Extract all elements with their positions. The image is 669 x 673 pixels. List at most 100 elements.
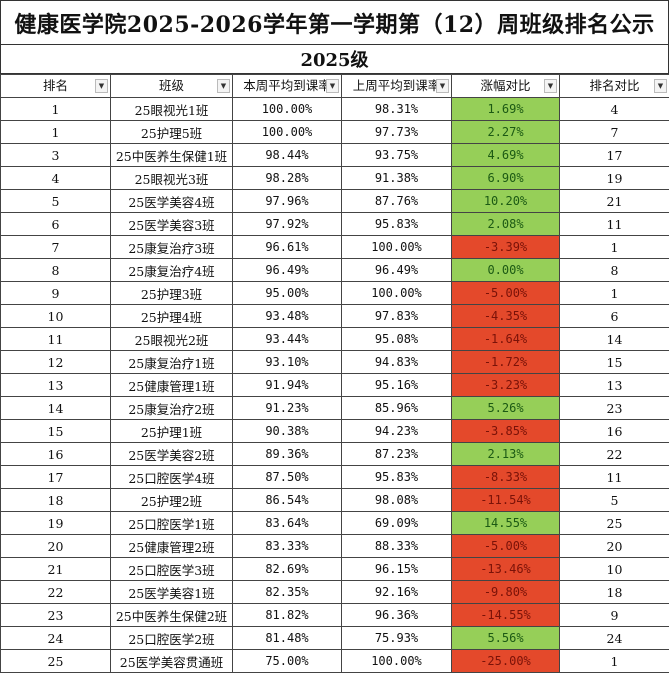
last-week-rate-cell[interactable]: 87.23% <box>342 443 452 466</box>
this-week-rate-cell[interactable]: 93.10% <box>233 351 342 374</box>
class-cell[interactable]: 25口腔医学4班 <box>111 466 233 489</box>
class-cell[interactable]: 25护理5班 <box>111 121 233 144</box>
filter-dropdown-icon[interactable]: ▼ <box>217 79 230 93</box>
change-cell[interactable]: 14.55% <box>452 512 560 535</box>
rank-cell[interactable]: 24 <box>1 627 111 650</box>
rank-cell[interactable]: 10 <box>1 305 111 328</box>
prev-rank-cell[interactable]: 5 <box>560 489 669 512</box>
class-cell[interactable]: 25医学美容4班 <box>111 190 233 213</box>
prev-rank-cell[interactable]: 7 <box>560 121 669 144</box>
change-cell[interactable]: -1.72% <box>452 351 560 374</box>
last-week-rate-cell[interactable]: 97.83% <box>342 305 452 328</box>
this-week-rate-cell[interactable]: 87.50% <box>233 466 342 489</box>
this-week-rate-cell[interactable]: 96.61% <box>233 236 342 259</box>
last-week-rate-cell[interactable]: 95.16% <box>342 374 452 397</box>
prev-rank-cell[interactable]: 10 <box>560 558 669 581</box>
class-cell[interactable]: 25眼视光2班 <box>111 328 233 351</box>
this-week-rate-cell[interactable]: 81.82% <box>233 604 342 627</box>
prev-rank-cell[interactable]: 6 <box>560 305 669 328</box>
this-week-rate-cell[interactable]: 98.28% <box>233 167 342 190</box>
filter-dropdown-icon[interactable]: ▼ <box>654 79 667 93</box>
class-cell[interactable]: 25口腔医学1班 <box>111 512 233 535</box>
prev-rank-cell[interactable]: 14 <box>560 328 669 351</box>
change-cell[interactable]: -5.00% <box>452 535 560 558</box>
rank-cell[interactable]: 21 <box>1 558 111 581</box>
change-cell[interactable]: 2.13% <box>452 443 560 466</box>
change-cell[interactable]: 6.90% <box>452 167 560 190</box>
last-week-rate-cell[interactable]: 69.09% <box>342 512 452 535</box>
change-cell[interactable]: -13.46% <box>452 558 560 581</box>
this-week-rate-cell[interactable]: 93.44% <box>233 328 342 351</box>
this-week-rate-cell[interactable]: 100.00% <box>233 98 342 121</box>
this-week-rate-cell[interactable]: 90.38% <box>233 420 342 443</box>
prev-rank-cell[interactable]: 23 <box>560 397 669 420</box>
change-cell[interactable]: -8.33% <box>452 466 560 489</box>
this-week-rate-cell[interactable]: 83.64% <box>233 512 342 535</box>
class-cell[interactable]: 25护理1班 <box>111 420 233 443</box>
rank-cell[interactable]: 4 <box>1 167 111 190</box>
class-cell[interactable]: 25康复治疗2班 <box>111 397 233 420</box>
change-cell[interactable]: -3.39% <box>452 236 560 259</box>
prev-rank-cell[interactable]: 1 <box>560 282 669 305</box>
prev-rank-cell[interactable]: 17 <box>560 144 669 167</box>
class-cell[interactable]: 25眼视光1班 <box>111 98 233 121</box>
rank-cell[interactable]: 15 <box>1 420 111 443</box>
prev-rank-cell[interactable]: 16 <box>560 420 669 443</box>
change-cell[interactable]: 4.69% <box>452 144 560 167</box>
last-week-rate-cell[interactable]: 94.23% <box>342 420 452 443</box>
this-week-rate-cell[interactable]: 97.96% <box>233 190 342 213</box>
rank-cell[interactable]: 12 <box>1 351 111 374</box>
class-cell[interactable]: 25医学美容1班 <box>111 581 233 604</box>
class-cell[interactable]: 25护理4班 <box>111 305 233 328</box>
prev-rank-cell[interactable]: 9 <box>560 604 669 627</box>
prev-rank-cell[interactable]: 4 <box>560 98 669 121</box>
class-cell[interactable]: 25护理3班 <box>111 282 233 305</box>
class-cell[interactable]: 25康复治疗1班 <box>111 351 233 374</box>
change-cell[interactable]: 5.56% <box>452 627 560 650</box>
last-week-rate-cell[interactable]: 95.83% <box>342 466 452 489</box>
last-week-rate-cell[interactable]: 97.73% <box>342 121 452 144</box>
rank-cell[interactable]: 5 <box>1 190 111 213</box>
rank-cell[interactable]: 13 <box>1 374 111 397</box>
this-week-rate-cell[interactable]: 75.00% <box>233 650 342 673</box>
last-week-rate-cell[interactable]: 85.96% <box>342 397 452 420</box>
this-week-rate-cell[interactable]: 96.49% <box>233 259 342 282</box>
change-cell[interactable]: -11.54% <box>452 489 560 512</box>
rank-cell[interactable]: 20 <box>1 535 111 558</box>
class-cell[interactable]: 25康复治疗3班 <box>111 236 233 259</box>
class-cell[interactable]: 25健康管理2班 <box>111 535 233 558</box>
this-week-rate-cell[interactable]: 95.00% <box>233 282 342 305</box>
filter-dropdown-icon[interactable]: ▼ <box>95 79 108 93</box>
last-week-rate-cell[interactable]: 75.93% <box>342 627 452 650</box>
rank-cell[interactable]: 16 <box>1 443 111 466</box>
last-week-rate-cell[interactable]: 93.75% <box>342 144 452 167</box>
change-cell[interactable]: 0.00% <box>452 259 560 282</box>
class-cell[interactable]: 25健康管理1班 <box>111 374 233 397</box>
class-cell[interactable]: 25康复治疗4班 <box>111 259 233 282</box>
class-cell[interactable]: 25护理2班 <box>111 489 233 512</box>
this-week-rate-cell[interactable]: 97.92% <box>233 213 342 236</box>
last-week-rate-cell[interactable]: 96.36% <box>342 604 452 627</box>
change-cell[interactable]: -14.55% <box>452 604 560 627</box>
change-cell[interactable]: 10.20% <box>452 190 560 213</box>
prev-rank-cell[interactable]: 24 <box>560 627 669 650</box>
change-cell[interactable]: -9.80% <box>452 581 560 604</box>
this-week-rate-cell[interactable]: 83.33% <box>233 535 342 558</box>
class-cell[interactable]: 25医学美容3班 <box>111 213 233 236</box>
class-cell[interactable]: 25医学美容2班 <box>111 443 233 466</box>
class-cell[interactable]: 25中医养生保健1班 <box>111 144 233 167</box>
prev-rank-cell[interactable]: 22 <box>560 443 669 466</box>
this-week-rate-cell[interactable]: 89.36% <box>233 443 342 466</box>
last-week-rate-cell[interactable]: 96.49% <box>342 259 452 282</box>
prev-rank-cell[interactable]: 15 <box>560 351 669 374</box>
prev-rank-cell[interactable]: 18 <box>560 581 669 604</box>
change-cell[interactable]: -4.35% <box>452 305 560 328</box>
rank-cell[interactable]: 11 <box>1 328 111 351</box>
prev-rank-cell[interactable]: 20 <box>560 535 669 558</box>
rank-cell[interactable]: 7 <box>1 236 111 259</box>
rank-cell[interactable]: 6 <box>1 213 111 236</box>
change-cell[interactable]: -1.64% <box>452 328 560 351</box>
last-week-rate-cell[interactable]: 88.33% <box>342 535 452 558</box>
change-cell[interactable]: 2.08% <box>452 213 560 236</box>
this-week-rate-cell[interactable]: 93.48% <box>233 305 342 328</box>
